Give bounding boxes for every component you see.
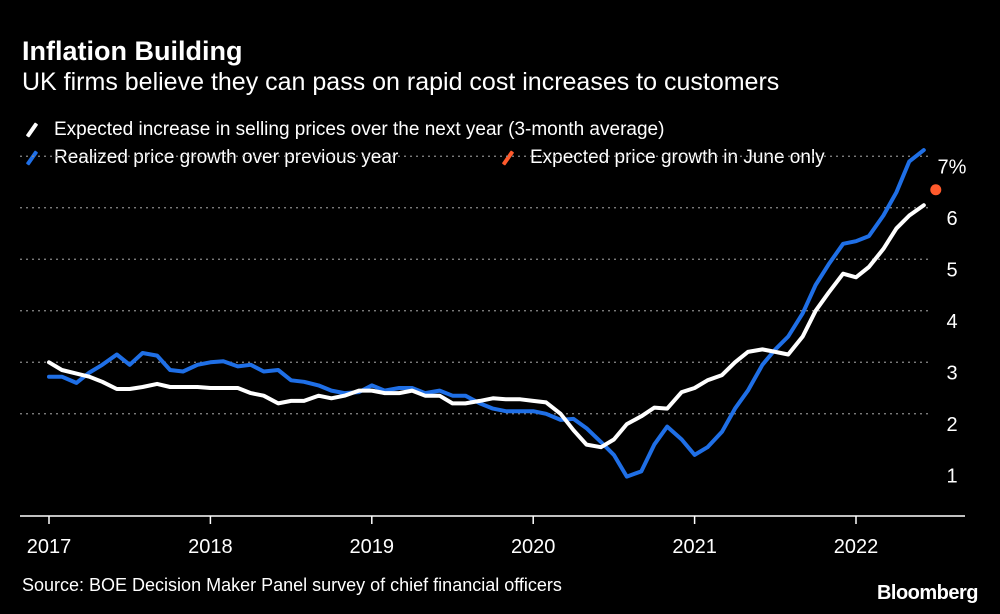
y-tick-label-5: 5 bbox=[946, 259, 957, 281]
series-line-expected bbox=[47, 203, 926, 450]
y-tick-label-1: 1 bbox=[946, 465, 957, 487]
x-tick-label-2020: 2020 bbox=[511, 536, 556, 558]
x-tick-label-2019: 2019 bbox=[350, 536, 395, 558]
x-tick-label-2022: 2022 bbox=[834, 536, 879, 558]
legend-item-realized: Realized price growth over previous year bbox=[24, 147, 398, 169]
highlight-point-june bbox=[930, 184, 942, 196]
y-tick-label-2: 2 bbox=[946, 414, 957, 436]
y-tick-label-7: 7% bbox=[938, 156, 967, 178]
x-tick-label-2017: 2017 bbox=[27, 536, 72, 558]
x-tick-label-2018: 2018 bbox=[188, 536, 233, 558]
legend-label-expected: Expected increase in selling prices over… bbox=[54, 119, 665, 140]
y-tick-label-6: 6 bbox=[946, 208, 957, 230]
legend-item-expected: Expected increase in selling prices over… bbox=[24, 119, 664, 141]
source-note: Source: BOE Decision Maker Panel survey … bbox=[22, 575, 562, 595]
legend-item-june: Expected price growth in June only bbox=[500, 147, 825, 169]
brand-logo: Bloomberg bbox=[876, 582, 979, 604]
legend-label-realized: Realized price growth over previous year bbox=[54, 147, 399, 168]
y-tick-label-3: 3 bbox=[946, 362, 957, 384]
x-tick-label-2021: 2021 bbox=[672, 536, 717, 558]
y-tick-label-4: 4 bbox=[946, 311, 957, 333]
chart-subtitle: UK firms believe they can pass on rapid … bbox=[22, 68, 780, 96]
series-line-realized bbox=[47, 148, 926, 479]
legend-label-june: Expected price growth in June only bbox=[530, 147, 825, 168]
chart-title: Inflation Building bbox=[22, 36, 243, 66]
